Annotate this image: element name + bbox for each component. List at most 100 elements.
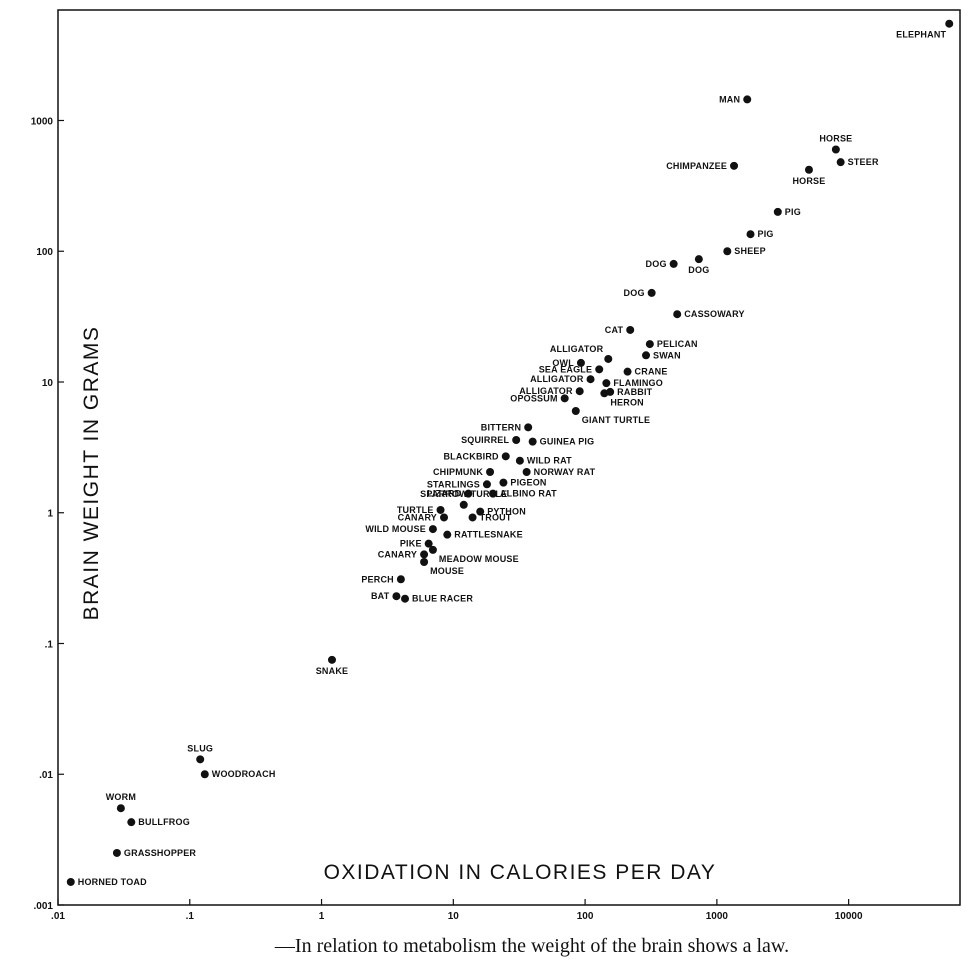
data-point: [420, 550, 429, 559]
data-point: [647, 288, 656, 297]
data-point: [723, 247, 732, 256]
point-label: TROUT: [480, 512, 512, 522]
data-point: [459, 500, 468, 509]
point-label: RATTLESNAKE: [454, 530, 523, 540]
data-point: [66, 877, 75, 886]
figure-caption: —In relation to metabolism the weight of…: [274, 935, 789, 957]
point-label: DOG: [624, 288, 645, 298]
point-label: CAT: [605, 325, 624, 335]
point-label: CANARY: [378, 549, 417, 559]
point-label: OWL: [552, 358, 574, 368]
point-label: GUINEA PIG: [540, 437, 595, 447]
data-point: [945, 19, 954, 28]
point-label: LIZARD: [427, 489, 461, 499]
points-layer: [66, 19, 954, 886]
data-point: [694, 255, 703, 264]
point-label: PELICAN: [657, 339, 698, 349]
data-point: [746, 230, 755, 239]
x-tick-label: .1: [186, 911, 195, 922]
point-label: WILD RAT: [527, 456, 572, 466]
data-point: [486, 467, 495, 476]
point-label: MAN: [719, 94, 740, 104]
y-tick-label: 1: [47, 509, 53, 520]
data-point: [773, 207, 782, 216]
point-label: SEA EAGLE: [539, 364, 592, 374]
data-point: [424, 539, 433, 548]
point-label: PERCH: [361, 574, 394, 584]
data-point: [730, 161, 739, 170]
point-label: WOODROACH: [212, 769, 276, 779]
y-tick-label: .1: [45, 639, 54, 650]
data-point: [626, 325, 635, 334]
data-point: [515, 456, 524, 465]
point-label: DOG: [688, 265, 709, 275]
point-label: BITTERN: [481, 422, 521, 432]
data-point: [512, 436, 521, 445]
data-point: [673, 310, 682, 319]
x-tick-label: 1: [319, 911, 325, 922]
data-point: [600, 389, 609, 398]
data-point: [482, 480, 491, 489]
point-label: CRANE: [635, 367, 668, 377]
point-label: BLUE RACER: [412, 594, 473, 604]
point-label: CHIMPANZEE: [666, 161, 727, 171]
point-label: ALBINO RAT: [500, 489, 557, 499]
point-label: CANARY: [398, 512, 437, 522]
data-point: [642, 351, 651, 360]
data-point: [804, 165, 813, 174]
point-label: SPARROW TURTLE: [420, 489, 507, 499]
point-label: PYTHON: [487, 507, 526, 517]
point-label: OPOSSUM: [510, 393, 557, 403]
x-tick-label: 100: [577, 911, 594, 922]
point-label: ALLIGATOR: [530, 374, 584, 384]
point-label: RABBIT: [617, 387, 652, 397]
point-label: PIKE: [400, 539, 422, 549]
point-label: MOUSE: [430, 566, 464, 576]
data-point: [571, 407, 580, 416]
point-label: SHEEP: [734, 246, 766, 256]
point-label-layer: ELEPHANT MAN HORSE STEER CHIMPANZEE HORSE PIG P…: [78, 30, 947, 887]
data-point: [623, 367, 632, 376]
data-point: [127, 818, 136, 827]
point-label: ALLIGATOR: [550, 344, 604, 354]
y-tick-label: 100: [36, 247, 53, 258]
point-label: PIG: [758, 229, 774, 239]
point-label: CASSOWARY: [684, 309, 744, 319]
data-point: [501, 452, 510, 461]
point-label: NORWAY RAT: [534, 467, 596, 477]
data-point: [443, 530, 452, 539]
data-point: [428, 525, 437, 534]
point-label: DOG: [646, 259, 667, 269]
data-point: [576, 358, 585, 367]
data-point: [440, 513, 449, 522]
point-label: HORSE: [792, 176, 825, 186]
y-tick-label: 10: [42, 378, 54, 389]
point-label: BULLFROG: [138, 817, 190, 827]
data-point: [560, 394, 569, 403]
point-label: STEER: [848, 157, 879, 167]
y-tick-label: .01: [39, 770, 53, 781]
data-point: [401, 594, 410, 603]
data-point: [396, 575, 405, 584]
data-point: [200, 770, 209, 779]
data-point: [743, 95, 752, 104]
point-label: MEADOW MOUSE: [439, 554, 519, 564]
data-point: [392, 592, 401, 601]
y-axis-title: BRAIN WEIGHT IN GRAMS: [80, 326, 103, 621]
point-label: HORSE: [819, 134, 852, 144]
data-point: [499, 478, 508, 487]
data-point: [476, 507, 485, 516]
data-point: [524, 423, 533, 432]
data-point: [327, 655, 336, 664]
data-point: [831, 145, 840, 154]
data-point: [669, 259, 678, 268]
point-label: ALLIGATOR: [519, 386, 573, 396]
point-label: BAT: [371, 591, 390, 601]
point-label: BLACKBIRD: [443, 451, 499, 461]
x-tick-label: 1000: [706, 911, 729, 922]
point-label: SLUG: [187, 743, 213, 753]
data-point: [575, 387, 584, 396]
